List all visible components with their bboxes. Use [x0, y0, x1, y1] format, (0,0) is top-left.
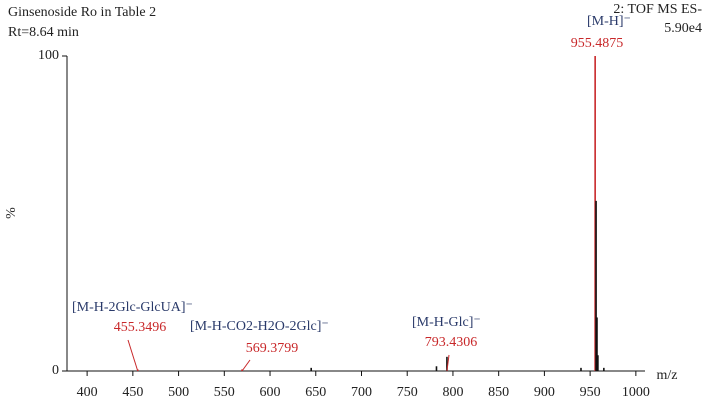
y-tick-label: 100	[38, 48, 59, 63]
y-axis-label: %	[4, 207, 19, 219]
annotation-mz: 955.4875	[571, 36, 624, 51]
chart-title: Ginsenoside Ro in Table 2	[8, 5, 156, 20]
x-tick-label: 750	[397, 385, 418, 400]
scale: 5.90e4	[664, 21, 702, 36]
x-tick-label: 650	[305, 385, 326, 400]
leader-line	[127, 339, 139, 372]
annotation-label: [M-H-2Glc-GlcUA]⁻	[72, 300, 193, 315]
y-tick-label: 0	[52, 363, 59, 378]
chart-subtitle: Rt=8.64 min	[8, 25, 79, 40]
leader-line	[241, 359, 251, 372]
x-tick-label: 400	[77, 385, 98, 400]
x-tick-label: 800	[442, 385, 463, 400]
x-tick-label: 700	[351, 385, 372, 400]
x-tick-label: 900	[534, 385, 555, 400]
annotation-label: [M-H-CO2-H2O-2Glc]⁻	[190, 319, 329, 334]
instrument: 2: TOF MS ES-	[613, 2, 702, 17]
x-tick-label: 950	[580, 385, 601, 400]
x-tick-label: 1000	[622, 385, 650, 400]
x-tick-label: 850	[488, 385, 509, 400]
annotation-mz: 793.4306	[425, 335, 478, 350]
annotation-mz: 455.3496	[114, 320, 167, 335]
annotation-label: [M-H]⁻	[587, 14, 631, 29]
x-tick-label: 450	[122, 385, 143, 400]
annotation-mz: 569.3799	[246, 341, 299, 356]
leader-line	[446, 354, 450, 372]
x-tick-label: 500	[168, 385, 189, 400]
x-tick-label: 600	[260, 385, 281, 400]
annotation-label: [M-H-Glc]⁻	[412, 315, 481, 330]
x-tick-label: 550	[214, 385, 235, 400]
x-axis-label: m/z	[657, 368, 678, 383]
